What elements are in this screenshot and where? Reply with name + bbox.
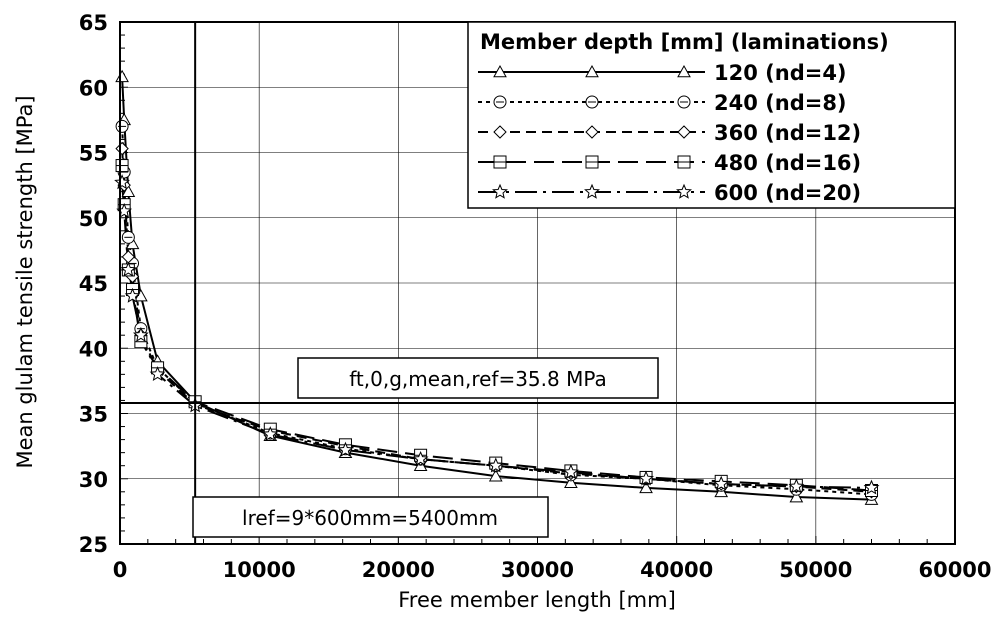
legend-box	[467, 21, 956, 209]
series-line-4	[121, 182, 872, 489]
series-4-point	[132, 326, 149, 342]
series-4-point	[149, 366, 166, 382]
legend-label-4: 600 (nd=20)	[714, 181, 861, 205]
legend-marker-4	[676, 183, 692, 199]
legend-entries: 120 (nd=4) 240 (nd=8) 360 (nd=12) 480 (nd=1…	[478, 61, 861, 205]
x-tick-label: 30000	[501, 558, 574, 582]
legend-marker-0	[677, 64, 691, 78]
legend: Member depth [mm] (laminations) 120 (nd=…	[467, 21, 956, 209]
series-0-point	[639, 480, 653, 494]
x-tick-label: 50000	[779, 558, 852, 582]
y-tick-labels: 25 30 35 40 45 50 55 60 65	[79, 11, 108, 557]
legend-label-3: 480 (nd=16)	[714, 151, 861, 175]
legend-marker-4	[492, 183, 508, 199]
legend-marker-2	[493, 125, 507, 139]
legend-label-2: 360 (nd=12)	[714, 121, 861, 145]
legend-title: Member depth [mm] (laminations)	[480, 30, 889, 54]
ref-y-annotation-label: ft,0,g,mean,ref=35.8 MPa	[349, 367, 607, 391]
ref-y-annotation-box	[297, 357, 659, 399]
ref-y-annotation: ft,0,g,mean,ref=35.8 MPa	[297, 357, 659, 399]
legend-marker-0	[585, 64, 599, 78]
series-0-point	[121, 184, 136, 197]
legend-label-1: 240 (nd=8)	[714, 91, 847, 115]
series-0-point	[488, 469, 503, 482]
ref-x-annotation-box	[192, 496, 549, 538]
ref-x-annotation-label: lref=9*600mm=5400mm	[242, 506, 498, 530]
series-0-point	[564, 475, 578, 488]
series-4-point	[863, 479, 880, 495]
y-tick-label: 40	[79, 337, 108, 361]
y-tick-label: 35	[79, 403, 108, 427]
series-4-point	[713, 475, 730, 491]
y-tick-label: 30	[79, 468, 108, 492]
x-tick-label: 20000	[362, 558, 435, 582]
series-4-point	[788, 478, 805, 494]
x-axis-title: Free member length [mm]	[398, 588, 676, 612]
reference-lines	[120, 22, 955, 544]
series-4-point	[638, 470, 654, 486]
series-4-point	[487, 457, 504, 473]
x-tick-labels: 0 10000 20000 30000 40000 50000 60000	[113, 558, 992, 582]
y-tick-label: 55	[79, 142, 108, 166]
y-axis-title: Mean glulam tensile strength [MPa]	[13, 95, 37, 468]
series-4-point	[262, 426, 279, 442]
x-tick-label: 40000	[640, 558, 713, 582]
series-markers	[114, 69, 880, 505]
series-line-0	[121, 76, 872, 501]
legend-marker-0	[493, 64, 507, 78]
x-tick-label: 0	[113, 558, 128, 582]
y-tick-label: 50	[79, 207, 108, 231]
series-4-point	[114, 174, 130, 190]
series-4-point	[120, 261, 137, 277]
y-tick-label: 45	[79, 272, 108, 296]
y-tick-label: 65	[79, 11, 108, 35]
series-4-point	[412, 450, 429, 466]
legend-marker-4	[584, 183, 600, 199]
x-tick-label: 10000	[223, 558, 296, 582]
x-tick-label: 60000	[918, 558, 991, 582]
y-tick-label: 60	[79, 76, 108, 100]
ref-x-annotation: lref=9*600mm=5400mm	[192, 496, 549, 538]
y-tick-label: 25	[79, 533, 108, 557]
series-4-point	[562, 463, 579, 479]
legend-marker-2	[585, 125, 599, 139]
legend-marker-2	[677, 125, 691, 139]
legend-label-0: 120 (nd=4)	[714, 61, 847, 85]
series-4-point	[124, 287, 141, 303]
series-0-point	[789, 489, 804, 503]
series-4-point	[337, 441, 354, 457]
